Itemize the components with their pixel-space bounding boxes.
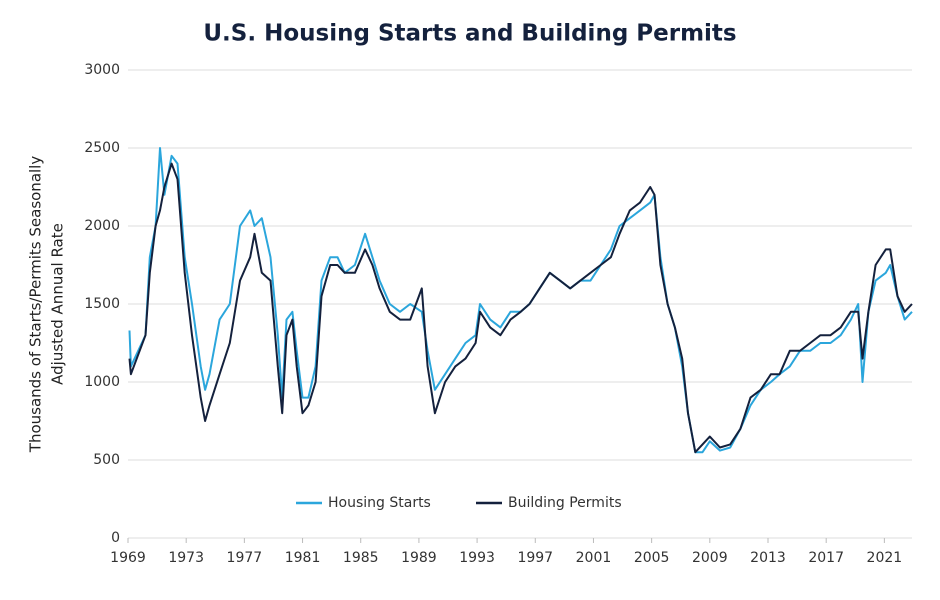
- series-line: [128, 147, 913, 454]
- x-tick-label: 2017: [808, 550, 844, 566]
- x-tick-label: 2021: [867, 550, 903, 566]
- x-tick-label: 2013: [750, 550, 786, 566]
- x-tick-label: 2005: [634, 550, 670, 566]
- y-tick-label: 3000: [84, 62, 120, 78]
- legend-label: Building Permits: [508, 495, 622, 511]
- x-tick-label: 1973: [168, 550, 204, 566]
- y-tick-label: 2500: [84, 140, 120, 156]
- y-tick-label: 500: [93, 452, 120, 468]
- y-tick-label: 1000: [84, 374, 120, 390]
- x-tick-label: 1985: [343, 550, 379, 566]
- x-tick-label: 1981: [285, 550, 321, 566]
- series-line: [128, 162, 913, 454]
- y-axis-label-line: Thousands of Starts/Permits Seasonally: [27, 156, 45, 454]
- y-tick-label: 2000: [84, 218, 120, 234]
- x-tick-label: 1969: [110, 550, 146, 566]
- x-tick-label: 1977: [227, 550, 263, 566]
- x-tick-label: 1997: [517, 550, 553, 566]
- legend-label: Housing Starts: [328, 495, 431, 511]
- y-tick-label: 1500: [84, 296, 120, 312]
- x-tick-label: 1993: [459, 550, 495, 566]
- y-axis-label: Thousands of Starts/Permits Seasonally A…: [27, 156, 67, 454]
- x-tick-label: 2001: [576, 550, 612, 566]
- x-tick-label: 1989: [401, 550, 437, 566]
- y-tick-label: 0: [111, 530, 120, 546]
- y-axis-label-line: Adjusted Annual Rate: [49, 223, 67, 385]
- chart-title: U.S. Housing Starts and Building Permits: [203, 21, 736, 47]
- x-tick-label: 2009: [692, 550, 728, 566]
